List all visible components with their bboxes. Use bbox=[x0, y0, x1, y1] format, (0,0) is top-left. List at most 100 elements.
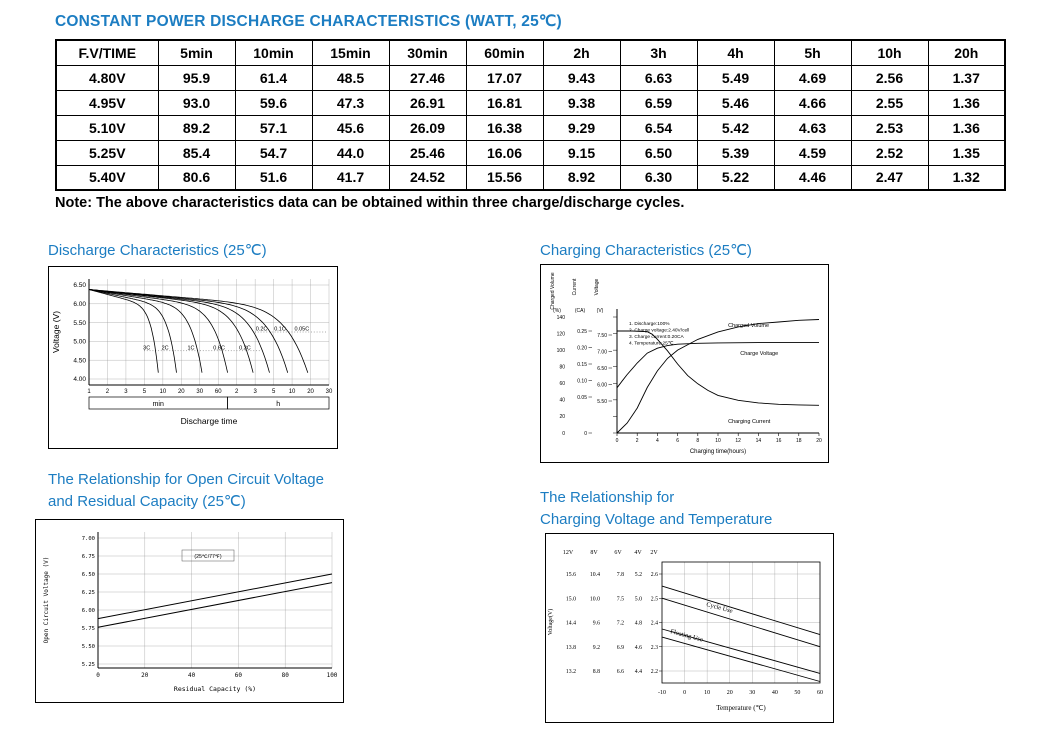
tick-label: 6.00 bbox=[82, 608, 95, 614]
table-cell: 61.4 bbox=[234, 64, 313, 91]
ocv-chart-svg: 7.00 6.75 6.50 6.25 6.00 5.75 5.50 5.250 20 40 60 8… bbox=[43, 532, 338, 693]
table-cell: 44.0 bbox=[311, 139, 390, 166]
column-header: 15min bbox=[311, 39, 390, 66]
tick-label: 10.0 bbox=[590, 596, 600, 602]
discharge-chart-svg: 6.50 6.00 5.50 5.00 4.50 4.001 2 3 5 10 20 30 60 2 3 5 1… bbox=[51, 279, 333, 426]
curve-0.05C bbox=[88, 289, 309, 373]
tick-label: 4.8 bbox=[635, 621, 642, 627]
unit-label-min: min bbox=[153, 401, 164, 408]
tick-label: 15.6 bbox=[566, 572, 576, 578]
section-title-discharge: Discharge Characteristics (25℃) bbox=[48, 242, 267, 259]
tick-label: 4.4 bbox=[635, 669, 642, 675]
table-cell: 5.46 bbox=[696, 89, 775, 116]
tick-label: 10 bbox=[289, 389, 296, 395]
tick-label: 2.3 bbox=[651, 645, 658, 651]
ocv-chart: 7.00 6.75 6.50 6.25 6.00 5.75 5.50 5.25 0 20 40 60 8… bbox=[35, 519, 344, 703]
tick-label: 16 bbox=[776, 438, 782, 444]
tick-label: 60 bbox=[215, 389, 222, 395]
unit-label: (%) bbox=[553, 308, 561, 314]
tick-label: 2 bbox=[106, 389, 110, 395]
tick-label: 12 bbox=[735, 438, 741, 444]
table-cell: 48.5 bbox=[311, 64, 390, 91]
tick-label: 7.5 bbox=[617, 596, 624, 602]
tick-label: 40 bbox=[559, 398, 565, 404]
scale-column-header: 6V bbox=[614, 550, 622, 556]
table-cell: 89.2 bbox=[157, 114, 236, 141]
temp-chart: 12V 8V 6V 4V 2V 15.6 10.4 7.8 5.2 2.6 15.0 10.0 7.5 5… bbox=[545, 533, 834, 723]
row-header: 4.95V bbox=[55, 89, 159, 116]
tick-label: 6 bbox=[676, 438, 679, 444]
table-cell: 15.56 bbox=[465, 164, 544, 191]
line-floating-use bbox=[661, 636, 821, 682]
tick-label: 5.50 bbox=[73, 320, 86, 327]
table-cell: 27.46 bbox=[388, 64, 467, 91]
table-cell: 16.38 bbox=[465, 114, 544, 141]
tick-label: 100 bbox=[327, 672, 338, 679]
table-row: 5.40V 80.6 51.6 41.7 24.52 15.56 8.92 6.30 5.22 4… bbox=[55, 164, 1006, 191]
tick-label: 30 bbox=[196, 389, 203, 395]
tick-label: 20 bbox=[307, 389, 314, 395]
scale-column-header: 4V bbox=[634, 550, 642, 556]
column-header: 10min bbox=[234, 39, 313, 66]
tick-label: 2.4 bbox=[651, 621, 658, 627]
table-cell: 5.39 bbox=[696, 139, 775, 166]
table-cell: 1.36 bbox=[927, 89, 1006, 116]
tick-label: 4.6 bbox=[635, 645, 642, 651]
table-cell: 24.52 bbox=[388, 164, 467, 191]
tick-label: 60 bbox=[235, 672, 243, 679]
curve-2C bbox=[88, 289, 177, 373]
curve-label: 0.1C bbox=[274, 327, 286, 333]
table-cell: 9.29 bbox=[542, 114, 621, 141]
line-floating-use bbox=[661, 628, 821, 674]
tick-label: 5.50 bbox=[82, 644, 95, 650]
tick-label: 0 bbox=[584, 431, 587, 437]
tick-label: 6.00 bbox=[73, 301, 86, 308]
axis-title-voltage: Voltage bbox=[594, 278, 600, 295]
table-cell: 45.6 bbox=[311, 114, 390, 141]
line-upper bbox=[97, 573, 333, 620]
power-table: F.V/TIME 5min 10min 15min 30min 60min 2h 3h 4h 5h… bbox=[55, 39, 1006, 191]
tick-label: 10.4 bbox=[590, 572, 600, 578]
row-header: 4.80V bbox=[55, 64, 159, 91]
tick-label: 3 bbox=[253, 389, 257, 395]
tick-label: 40 bbox=[772, 690, 778, 696]
tick-label: 7.2 bbox=[617, 621, 624, 627]
table-row: 4.95V 93.0 59.6 47.3 26.91 16.81 9.38 6.59 5.46 4… bbox=[55, 89, 1006, 116]
table-row: 5.25V 85.4 54.7 44.0 25.46 16.06 9.15 6.50 5.39 4… bbox=[55, 139, 1006, 166]
unit-label: (V) bbox=[597, 308, 604, 314]
section-title-temp-line1: The Relationship for bbox=[540, 489, 675, 506]
tick-label: 3 bbox=[124, 389, 128, 395]
tick-label: 13.2 bbox=[566, 669, 576, 675]
column-header: 3h bbox=[619, 39, 698, 66]
discharge-chart: 6.50 6.00 5.50 5.00 4.50 4.00 1 2 3 5 10 20 30 60 2 3 5 1… bbox=[48, 266, 338, 449]
curve-label: 1C bbox=[187, 345, 194, 351]
tick-label: 0 bbox=[562, 431, 565, 437]
tick-label: 0 bbox=[683, 690, 686, 696]
tick-label: 5.75 bbox=[82, 626, 95, 632]
row-header: 5.40V bbox=[55, 164, 159, 191]
tick-label: 30 bbox=[326, 389, 333, 395]
tick-label: 10 bbox=[160, 389, 167, 395]
y-axis-title: Voltage (V) bbox=[51, 311, 61, 353]
table-cell: 4.63 bbox=[773, 114, 852, 141]
tick-label: 80 bbox=[559, 365, 565, 371]
tick-label: 5.25 bbox=[82, 662, 95, 668]
tick-label: 9.2 bbox=[593, 645, 600, 651]
tick-label: 15.0 bbox=[566, 596, 576, 602]
curve-charged-volume bbox=[616, 319, 820, 434]
tick-label: 2.6 bbox=[651, 572, 658, 578]
line-cycle-use bbox=[661, 585, 821, 636]
table-cell: 47.3 bbox=[311, 89, 390, 116]
tick-label: 6.6 bbox=[617, 669, 624, 675]
series-label: Charging Current bbox=[728, 419, 771, 425]
column-header: 60min bbox=[465, 39, 544, 66]
scale-column-header: 2V bbox=[650, 550, 658, 556]
curve-label: 2C bbox=[162, 345, 169, 351]
table-cell: 57.1 bbox=[234, 114, 313, 141]
axis-title-current: Current bbox=[572, 278, 578, 295]
annotation-box bbox=[181, 549, 235, 562]
curve-label: 3C bbox=[143, 345, 150, 351]
tick-label: 7.00 bbox=[597, 349, 607, 355]
curve-label: 0.6C bbox=[213, 345, 225, 351]
tick-label: 5.50 bbox=[597, 399, 607, 405]
